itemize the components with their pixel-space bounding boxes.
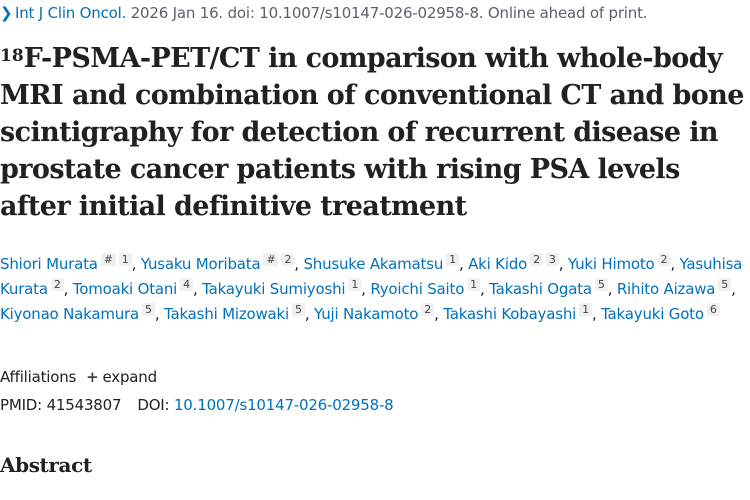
author-link[interactable]: Tomoaki Otani bbox=[72, 280, 178, 298]
article-title: 18F-PSMA-PET/CT in comparison with whole… bbox=[0, 40, 750, 225]
affiliation-ref[interactable]: 5 bbox=[142, 303, 155, 316]
affiliation-ref[interactable]: 5 bbox=[594, 278, 608, 291]
affiliations-row: Affiliations + expand bbox=[0, 366, 157, 388]
affiliation-ref[interactable]: 5 bbox=[292, 303, 305, 316]
affiliation-ref[interactable]: 1 bbox=[348, 278, 362, 291]
author-link[interactable]: Kiyonao Nakamura bbox=[0, 305, 140, 323]
equal-contribution-mark: # bbox=[263, 253, 279, 266]
journal-link[interactable]: Int J Clin Oncol. bbox=[15, 4, 127, 22]
expand-affiliations-button[interactable]: expand bbox=[102, 368, 158, 386]
author-link[interactable]: Yusaku Moribata bbox=[140, 255, 261, 273]
author-link[interactable]: Yasuhisa Kurata bbox=[0, 255, 743, 298]
author-link[interactable]: Yuki Himoto bbox=[567, 255, 655, 273]
affiliation-ref[interactable]: 2 bbox=[657, 253, 671, 266]
author-link[interactable]: Takashi Ogata bbox=[489, 280, 592, 298]
identifiers-row: PMID: 41543807 DOI: 10.1007/s10147-026-02… bbox=[0, 394, 394, 416]
chevron-right-icon[interactable]: ❯ bbox=[0, 4, 13, 22]
author-link[interactable]: Rihito Aizawa bbox=[616, 280, 716, 298]
author-link[interactable]: Takashi Mizowaki bbox=[163, 305, 289, 323]
author-list: Shiori Murata #1, Yusaku Moribata #2, Shus… bbox=[0, 253, 743, 323]
author-link[interactable]: Takayuki Goto bbox=[601, 305, 704, 323]
affiliation-ref[interactable]: 2 bbox=[50, 278, 64, 291]
affiliations-label: Affiliations bbox=[0, 368, 77, 386]
title-text: F-PSMA-PET/CT in comparison with whole-b… bbox=[0, 43, 744, 222]
author-link[interactable]: Aki Kido bbox=[468, 255, 528, 273]
affiliation-ref[interactable]: 1 bbox=[579, 303, 592, 316]
affiliation-ref[interactable]: 1 bbox=[446, 253, 459, 266]
equal-contribution-mark: # bbox=[100, 253, 116, 266]
affiliation-ref[interactable]: 3 bbox=[545, 253, 559, 266]
author-link[interactable]: Shiori Murata bbox=[0, 255, 98, 273]
affiliation-ref[interactable]: 1 bbox=[118, 253, 132, 266]
pmid-label: PMID: bbox=[0, 396, 43, 414]
affiliation-ref[interactable]: 4 bbox=[180, 278, 193, 291]
affiliation-ref[interactable]: 2 bbox=[281, 253, 295, 266]
doi-label: DOI: bbox=[137, 396, 170, 414]
affiliation-ref[interactable]: 5 bbox=[718, 278, 732, 291]
affiliation-ref[interactable]: 1 bbox=[467, 278, 480, 291]
abstract-heading: Abstract bbox=[0, 453, 92, 477]
citation-line: ❯ Int J Clin Oncol. 2026 Jan 16. doi: 10.… bbox=[0, 3, 648, 23]
author-link[interactable]: Shusuke Akamatsu bbox=[303, 255, 444, 273]
affiliation-ref[interactable]: 2 bbox=[530, 253, 543, 266]
pmid-value: 41543807 bbox=[46, 396, 122, 414]
author-link[interactable]: Ryoichi Saito bbox=[370, 280, 465, 298]
author-link[interactable]: Yuji Nakamoto bbox=[313, 305, 419, 323]
plus-icon[interactable]: + bbox=[86, 368, 99, 386]
author-link[interactable]: Takashi Kobayashi bbox=[443, 305, 577, 323]
affiliation-ref[interactable]: 2 bbox=[421, 303, 435, 316]
title-superscript: 18 bbox=[0, 46, 24, 66]
affiliation-ref[interactable]: 6 bbox=[706, 303, 720, 316]
doi-link[interactable]: 10.1007/s10147-026-02958-8 bbox=[173, 396, 394, 414]
author-link[interactable]: Takayuki Sumiyoshi bbox=[202, 280, 346, 298]
citation-details: 2026 Jan 16. doi: 10.1007/s10147-026-029… bbox=[126, 4, 648, 22]
